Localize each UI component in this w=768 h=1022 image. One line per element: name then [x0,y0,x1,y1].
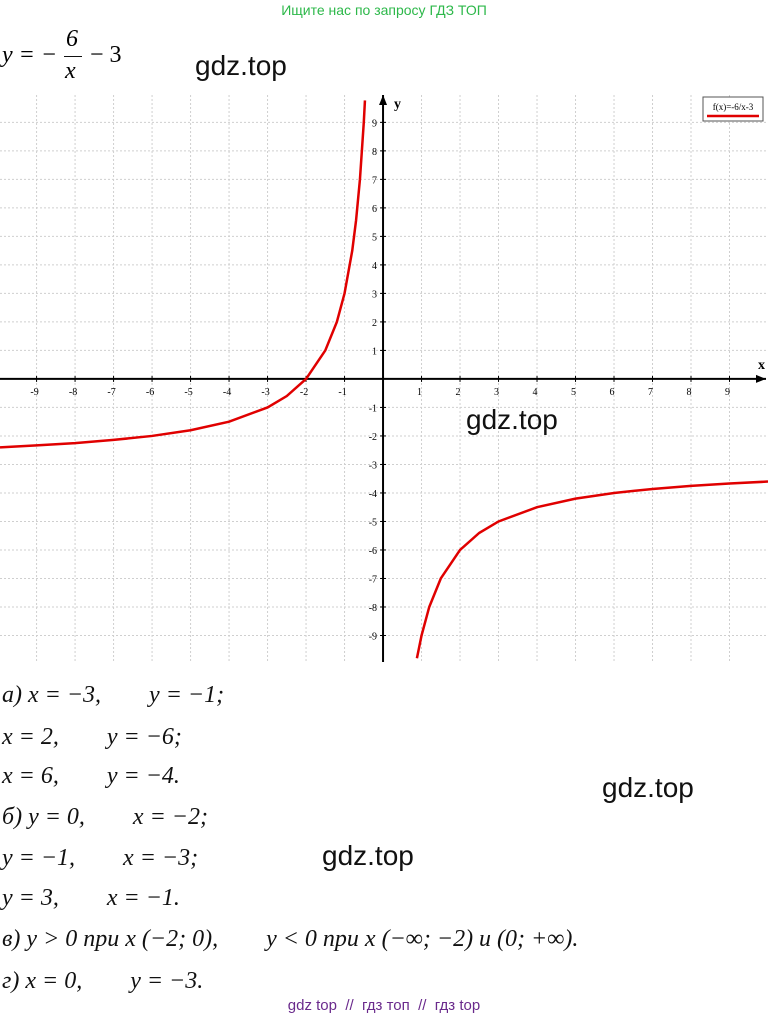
formula-lhs: y = − [2,42,58,68]
answer-line: x = 6, y = −4. [2,763,180,789]
legend-label: f(x)=-6/x-3 [713,102,754,112]
watermark: gdz.top [195,50,287,81]
x-tick-label: 4 [533,387,538,398]
x-tick-label: -8 [69,387,77,398]
x-tick-label: 9 [725,387,730,398]
y-axis-label: y [394,97,401,112]
watermark: gdz.top [466,404,558,435]
x-tick-label: 6 [610,387,615,398]
x-tick-label: -1 [338,387,346,398]
x-tick-label: 8 [687,387,692,398]
y-tick-label: -5 [369,517,377,528]
x-tick-label: -7 [107,387,115,398]
x-tick-label: 3 [494,387,499,398]
y-tick-label: 1 [372,346,377,357]
y-tick-label: 9 [372,118,377,129]
y-tick-label: -1 [369,403,377,414]
x-tick-label: -3 [261,387,269,398]
formula-rest: − 3 [90,42,122,68]
x-tick-label: 2 [456,387,461,398]
x-tick-label: -9 [30,387,38,398]
y-tick-label: -3 [369,460,377,471]
y-tick-label: 3 [372,289,377,300]
y-tick-label: 8 [372,147,377,158]
formula-den: x [65,58,76,84]
answer-line: в) y > 0 при x (−2; 0), y < 0 при x (−∞;… [2,926,579,952]
y-tick-label: 2 [372,318,377,329]
y-arrow [379,95,388,105]
x-tick-label: -5 [184,387,192,398]
x-tick-label: 5 [571,387,576,398]
answer-line: г) x = 0, y = −3. [2,968,204,994]
x-tick-label: 1 [417,387,422,398]
answer-line: y = 3, x = −1. [2,885,180,911]
y-tick-label: -2 [369,432,377,443]
y-tick-label: -8 [369,603,377,614]
x-tick-label: -4 [223,387,231,398]
answer-line: б) y = 0, x = −2; [2,804,208,830]
x-arrow [756,374,766,383]
answer-line: x = 2, y = −6; [2,724,182,750]
answer-line: y = −1, x = −3; [2,845,199,871]
y-tick-label: 7 [372,175,377,186]
x-tick-label: -2 [300,387,308,398]
watermark: gdz.top [322,840,414,871]
x-tick-label: -6 [146,387,154,398]
watermark: gdz.top [602,772,694,803]
y-tick-label: 6 [372,204,377,215]
formula-num: 6 [66,26,78,52]
header: Ищите нас по запросу ГДЗ ТОП [281,2,487,18]
y-tick-label: -9 [369,631,377,642]
fraction-bar [64,56,82,57]
y-tick-label: -7 [369,574,377,585]
x-tick-label: 7 [648,387,653,398]
formula: y = − 6 x − 3 [2,26,122,219]
y-tick-label: -6 [369,546,377,557]
curve [0,100,768,659]
answer-line: а) x = −3, y = −1; [2,682,225,708]
x-axis-label: x [758,358,765,373]
y-tick-label: -4 [369,489,377,500]
footer: gdz top // гдз топ // гдз top [287,997,481,1014]
y-tick-label: 5 [372,232,377,243]
y-tick-label: 4 [372,261,377,272]
